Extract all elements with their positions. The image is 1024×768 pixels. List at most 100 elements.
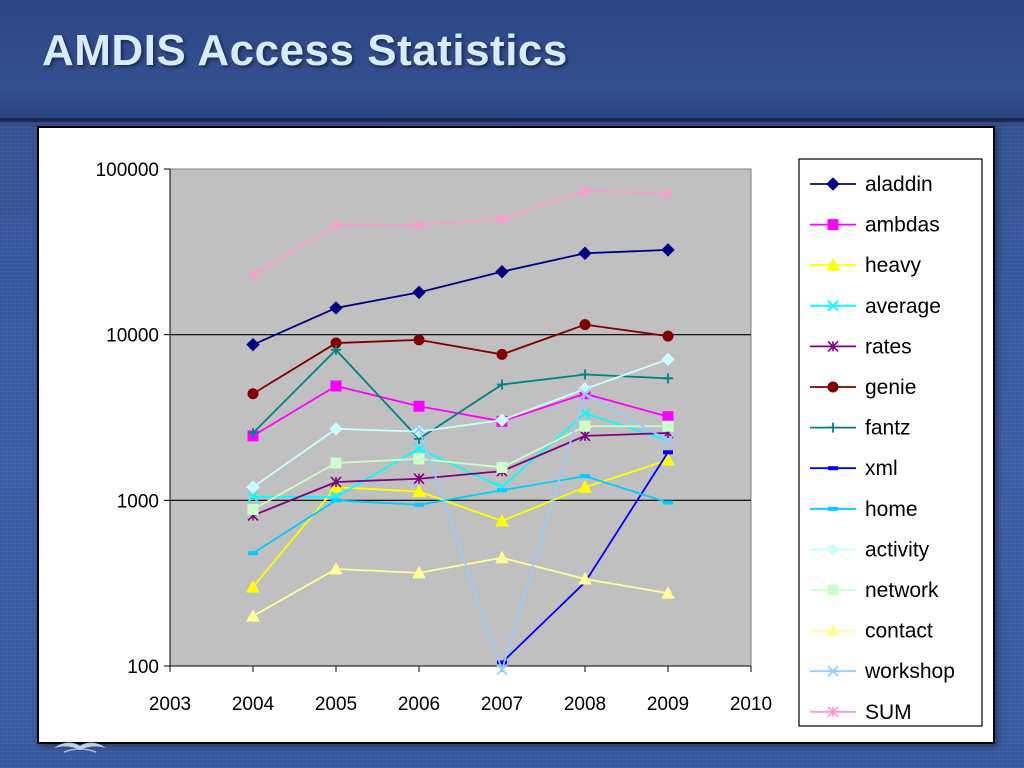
data-point — [247, 491, 259, 503]
legend-marker — [826, 542, 840, 557]
data-point — [246, 337, 260, 352]
legend-marker — [827, 584, 839, 596]
legend-label: SUM — [865, 701, 912, 724]
series-line — [252, 189, 669, 276]
data-point — [662, 188, 674, 200]
data-point — [413, 219, 425, 231]
slide-title: AMDIS Access Statistics — [42, 26, 568, 75]
data-point — [579, 430, 591, 442]
x-tick-label: 2003 — [149, 694, 191, 715]
data-point — [662, 434, 674, 447]
legend-marker — [827, 340, 839, 352]
x-tick-label: 2005 — [315, 694, 357, 715]
series-line — [252, 475, 669, 554]
legend-label: aladdin — [865, 173, 933, 196]
legend-item: rates — [810, 335, 912, 358]
data-point — [330, 380, 342, 392]
legend-marker — [827, 665, 839, 677]
y-tick-label: 10000 — [106, 326, 159, 347]
data-point — [413, 473, 425, 485]
legend-item: genie — [810, 376, 916, 399]
x-tick-label: 2006 — [398, 694, 440, 715]
data-point — [413, 334, 425, 346]
series-contact — [246, 550, 675, 622]
data-point — [663, 500, 673, 505]
data-point — [413, 453, 425, 465]
legend-item: xml — [810, 457, 898, 480]
data-point — [330, 457, 342, 469]
legend-item: workshop — [810, 660, 955, 683]
chart-frame: 100 1000 10000 100000 2003 2004 2005 2006 2007 20… — [37, 126, 995, 744]
x-tick-label: 2009 — [647, 694, 689, 715]
legend-label: rates — [865, 335, 912, 358]
legend-item: activity — [810, 538, 930, 561]
legend-item: home — [810, 498, 918, 521]
data-point — [495, 550, 509, 564]
legend-item: heavy — [810, 254, 922, 277]
data-point — [661, 453, 675, 466]
data-point — [413, 400, 425, 412]
data-point — [661, 352, 675, 367]
legend-label: genie — [865, 376, 916, 399]
data-point — [580, 369, 590, 380]
data-point — [412, 565, 426, 579]
series-line — [252, 348, 669, 441]
legend-item: network — [810, 579, 939, 602]
line-chart: 100 1000 10000 100000 2003 2004 2005 2006 2007 20… — [96, 158, 983, 727]
legend-marker — [827, 706, 839, 718]
data-point — [414, 502, 424, 507]
legend-label: xml — [865, 457, 898, 480]
data-point — [495, 264, 509, 279]
data-point — [663, 450, 673, 455]
series-line — [252, 385, 669, 437]
data-point — [247, 388, 259, 400]
data-point — [496, 348, 508, 360]
title-bar — [0, 0, 1024, 122]
series-line — [252, 432, 669, 517]
series-sum — [247, 185, 674, 281]
data-point — [331, 344, 341, 355]
x-tick-label: 2008 — [564, 694, 606, 715]
data-point — [330, 476, 342, 488]
legend-marker — [826, 623, 840, 637]
x-tick-label: 2004 — [232, 694, 275, 715]
legend-label: workshop — [864, 660, 955, 683]
series-line — [252, 358, 669, 488]
data-point — [578, 480, 592, 493]
data-point — [663, 373, 673, 384]
data-point — [413, 423, 425, 435]
data-point — [497, 488, 507, 493]
legend-marker — [827, 300, 839, 312]
series-fantz — [248, 344, 673, 444]
data-point — [497, 379, 507, 390]
data-point — [579, 319, 591, 331]
data-point — [662, 420, 674, 432]
y-tick-label: 1000 — [117, 491, 159, 512]
series-activity — [246, 352, 675, 494]
series-line — [252, 425, 668, 511]
legend-marker — [828, 506, 838, 511]
data-point — [496, 461, 508, 473]
title-bar-shadow — [0, 118, 1024, 128]
plot-area — [169, 168, 752, 667]
data-point — [661, 243, 675, 257]
legend-item: SUM — [810, 701, 912, 724]
legend-marker — [828, 466, 838, 471]
data-point — [248, 427, 258, 438]
legend: aladdin ambdas heavy average rates genie fantz… — [798, 158, 983, 727]
data-point — [412, 484, 426, 498]
data-point — [662, 330, 674, 342]
data-point — [413, 443, 425, 455]
y-tick-label: 100 — [127, 657, 159, 678]
series-line — [252, 459, 669, 588]
axes: 100 1000 10000 100000 2003 2004 2005 2006 2007 20… — [96, 160, 773, 715]
data-point — [247, 269, 259, 281]
data-point — [662, 411, 674, 423]
x-tick-label: 2007 — [481, 694, 523, 715]
data-point — [579, 407, 591, 419]
series-group — [246, 185, 675, 676]
legend-marker — [827, 219, 839, 231]
data-point — [579, 388, 591, 400]
data-point — [247, 504, 259, 516]
legend-label: fantz — [865, 417, 911, 440]
